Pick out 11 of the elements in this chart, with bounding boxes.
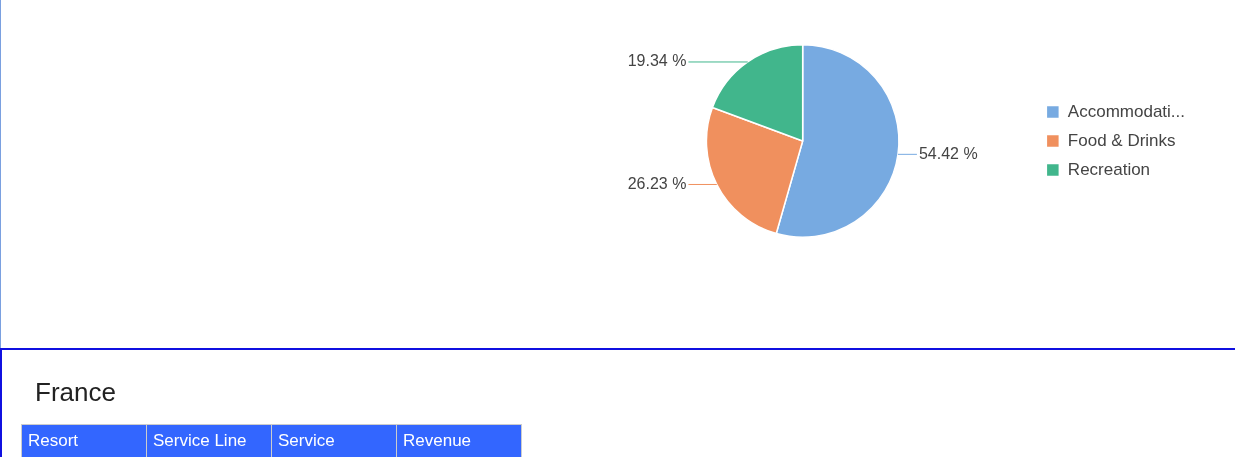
text: Service Line: [146, 424, 272, 457]
text: France: [35, 377, 116, 408]
text: Revenue: [396, 424, 522, 457]
data-label: 19.34 %: [627, 52, 687, 70]
data-label: 54.42 %: [918, 144, 978, 162]
text: Resort: [21, 424, 147, 457]
legend-label: Recreation: [1067, 159, 1151, 179]
legend-label: Food & Drinks: [1067, 130, 1176, 150]
text: Service: [271, 424, 397, 457]
legend-label: Accommodati...: [1067, 101, 1186, 121]
data-label: 26.23 %: [627, 174, 687, 192]
